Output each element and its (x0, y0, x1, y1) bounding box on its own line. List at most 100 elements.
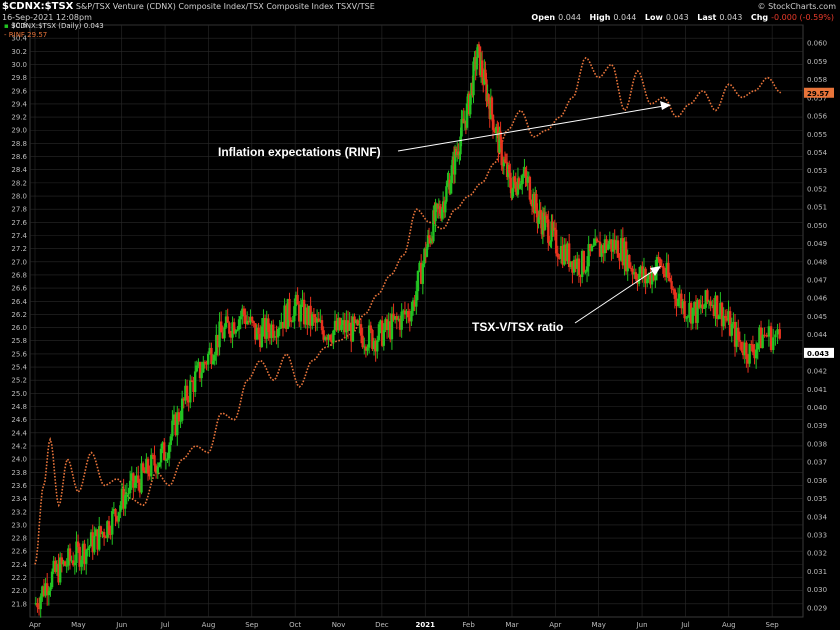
candle-body (631, 268, 634, 275)
annotation-inflation: Inflation expectations (RINF) (218, 145, 381, 159)
candle-body (465, 103, 469, 128)
candle-body (495, 126, 498, 134)
left-tick-label: 21.8 (11, 600, 27, 608)
candle-body (343, 320, 346, 333)
candle-body (566, 243, 569, 261)
candle-body (536, 211, 539, 224)
candle-body (44, 583, 47, 596)
candle-body (309, 305, 312, 326)
rinf-arrow-head (660, 101, 671, 110)
candle-body (750, 343, 753, 345)
candle-body (241, 308, 244, 317)
header-title: $CDNX:$TSX S&P/TSX Venture (CDNX) Compos… (2, 1, 375, 12)
candle-body (312, 314, 316, 318)
candle-body (618, 257, 621, 261)
left-tick-label: 28.4 (11, 166, 27, 174)
candle-body (646, 279, 649, 284)
right-tick-label: 0.051 (807, 204, 827, 212)
candle-body (133, 482, 137, 488)
candle-body (164, 459, 168, 461)
candle-body (286, 298, 290, 329)
candle-body (563, 244, 566, 265)
candle-body (667, 262, 670, 279)
candle-body (182, 398, 185, 401)
candle-body (247, 320, 251, 323)
candle-body (302, 299, 306, 325)
candle-body (529, 199, 533, 205)
candle-body (508, 165, 511, 173)
candle-body (193, 371, 197, 393)
candle-body (701, 304, 704, 309)
candle-body (45, 583, 49, 596)
candle-body (150, 454, 153, 477)
candle-body (582, 250, 585, 273)
candle-body (275, 336, 278, 338)
candle-body (319, 320, 322, 322)
candle-body (111, 510, 114, 535)
candle-body (385, 319, 389, 331)
candle-body (119, 505, 122, 513)
candle-body (415, 291, 418, 307)
x-tick-label: Nov (332, 621, 346, 629)
left-tick-label: 30.4 (11, 35, 27, 43)
quote-bar: Open 0.044 High 0.044 Low 0.043 Last 0.043 C… (525, 13, 834, 22)
candle-body (234, 330, 238, 334)
candle-body (402, 310, 405, 312)
candle-body (359, 324, 363, 336)
candle-body (374, 340, 377, 352)
candle-body (707, 301, 711, 303)
candle-body (629, 267, 633, 269)
candle-body (416, 270, 420, 292)
right-tick-label: 0.037 (807, 459, 827, 467)
candle-body (670, 281, 673, 290)
candle-body (354, 320, 358, 324)
candle-body (521, 176, 524, 185)
candle-body (99, 526, 103, 535)
candle-body (418, 262, 421, 271)
candle-body (195, 365, 198, 372)
candle-body (327, 334, 330, 340)
candle-body (325, 337, 329, 340)
candle-body (660, 265, 664, 267)
high-value: 0.044 (613, 13, 637, 22)
candle-body (288, 298, 291, 321)
candle-body (735, 327, 738, 347)
candle-body (216, 334, 220, 348)
candle-body (411, 300, 415, 311)
candle-body (80, 560, 83, 567)
right-tick-label: 0.038 (807, 440, 827, 448)
candle-body (167, 444, 171, 459)
candle-body (298, 304, 301, 322)
candle-body (353, 316, 356, 324)
chg-value: -0.000 (-0.59%) (771, 13, 834, 22)
candle-body (311, 314, 314, 326)
candle-body (330, 339, 333, 343)
right-tick-label: 0.044 (807, 331, 828, 339)
candle-body (698, 300, 701, 308)
left-tick-label: 23.4 (11, 495, 27, 503)
right-axis: 0.029 0.030 0.031 0.032 0.033 0.034 0.035 0.036… (804, 40, 834, 612)
x-tick-label: May (591, 621, 605, 629)
candle-body (351, 316, 355, 342)
candle-body (733, 321, 737, 347)
candle-body (289, 320, 293, 322)
candle-body (356, 320, 359, 325)
left-axis: 21.8 22.0 22.2 22.4 22.6 22.8 23.0 23.2 23.4 23.6… (11, 22, 27, 609)
candle-body (652, 271, 655, 281)
rinf-series (34, 56, 782, 565)
candle-body (135, 475, 138, 483)
left-tick-label: 24.0 (11, 456, 27, 464)
candle-body (484, 69, 487, 80)
right-tick-label: 0.060 (807, 40, 827, 48)
candle-body (597, 241, 600, 243)
candle-body (389, 321, 392, 340)
candle-body (244, 315, 247, 325)
candle-body (176, 412, 179, 436)
candle-body (499, 131, 502, 140)
candle-body (143, 470, 146, 474)
candle-body (112, 509, 116, 511)
candle-body (655, 256, 659, 270)
candle-body (231, 322, 234, 338)
candle-body (57, 563, 60, 583)
candle-body (459, 136, 462, 155)
